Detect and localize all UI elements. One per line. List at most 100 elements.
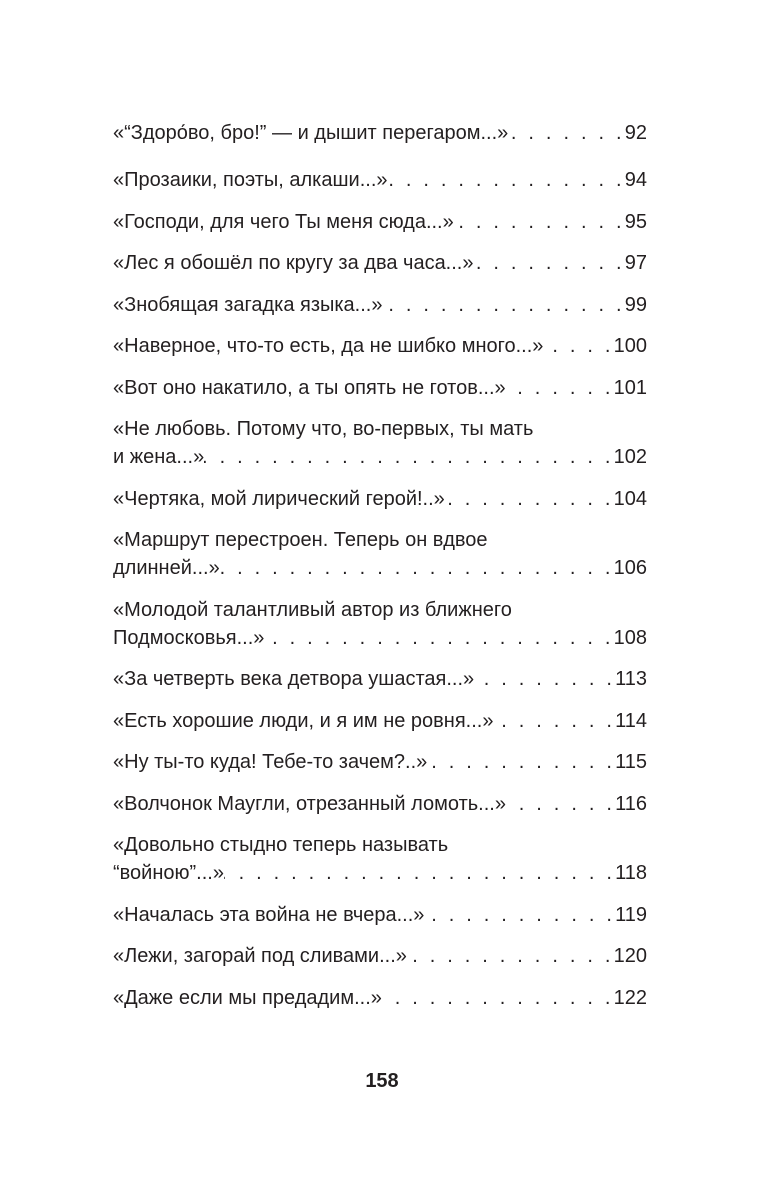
toc-entry: «Довольно стыдно теперь называть “войною”…: [113, 831, 647, 887]
dot-leader: . . . . . . . . . . . . . . . . . . . . …: [219, 557, 614, 579]
toc-entry-title: «Господи, для чего Ты меня сюда...»: [113, 210, 454, 233]
toc-entry-title: «Чертяка, мой лирический герой!..»: [113, 487, 445, 510]
toc-page-number: 116: [615, 792, 647, 815]
toc-page-number: 106: [613, 557, 647, 579]
dot-leader: . . . . . . . . . . . . . . . . . . . . …: [388, 169, 625, 191]
toc-page-number: 99: [624, 293, 647, 316]
dot-leader: . . . . . . . . . . . . . . . . . . . . …: [382, 986, 614, 1009]
toc-entry-line: «Чертяка, мой лирический герой!..». . . …: [113, 485, 647, 513]
toc-entry: «Лежи, загорай под сливами...». . . . . …: [113, 942, 647, 970]
toc-entry: «“Здоро́во, бро!” — и дышит перегаром...…: [113, 119, 647, 147]
toc-entry-title: «Молодой талантливый автор из ближнего: [113, 598, 512, 621]
toc-entry-title: «Маршрут перестроен. Теперь он вдвое: [113, 529, 488, 551]
toc-page-number: 113: [615, 668, 647, 690]
toc-entry: «Прозаики, поэты, алкаши...». . . . . . …: [113, 166, 647, 194]
toc-entry: «Лес я обошёл по кругу за два часа...». …: [113, 249, 647, 277]
toc-entry-title: «Не любовь. Потому что, во-первых, ты ма…: [113, 418, 534, 440]
toc-entry: «Даже если мы предадим...». . . . . . . …: [113, 984, 647, 1012]
toc-entry-title: «Наверное, что-то есть, да не шибко мног…: [113, 335, 544, 357]
dot-leader: . . . . . . . . . . . . . . . . . . . . …: [543, 335, 614, 357]
toc-page-number: 108: [613, 626, 647, 649]
dot-leader: . . . . . . . . . . . . . . . . . . . . …: [508, 122, 625, 144]
dot-leader: . . . . . . . . . . . . . . . . . . . . …: [454, 210, 625, 233]
toc-page-number: 97: [624, 252, 647, 274]
toc-entry-title: «Знобящая загадка языка...»: [113, 293, 383, 316]
toc-entry: «Не любовь. Потому что, во-первых, ты ма…: [113, 415, 647, 471]
toc-entry: «Господи, для чего Ты меня сюда...». . .…: [113, 208, 647, 236]
toc-entry-line: Подмосковья...». . . . . . . . . . . . .…: [113, 624, 647, 652]
dot-leader: . . . . . . . . . . . . . . . . . . . . …: [424, 903, 616, 926]
toc-entry-line: «Началась эта война не вчера...». . . . …: [113, 901, 647, 929]
dot-leader: . . . . . . . . . . . . . . . . . . . . …: [382, 293, 625, 316]
toc-entry-title: «Лес я обошёл по кругу за два часа...»: [113, 252, 474, 274]
toc-entry-line: «Лежи, загорай под сливами...». . . . . …: [113, 942, 647, 970]
toc-page-number: 95: [624, 210, 647, 233]
toc-entry: «Волчонок Маугли, отрезанный ломоть...».…: [113, 790, 647, 818]
toc-entry-title: и жена...»: [113, 446, 205, 468]
dot-leader: . . . . . . . . . . . . . . . . . . . . …: [506, 792, 616, 815]
toc-entry-title: «“Здоро́во, бро!” — и дышит перегаром...…: [113, 122, 509, 144]
toc-page-number: 119: [615, 903, 647, 926]
toc-entry-line: и жена...». . . . . . . . . . . . . . . …: [113, 443, 647, 471]
toc-page-number: 120: [613, 945, 647, 967]
toc-entry-title: «За четверть века детвора ушастая...»: [113, 668, 475, 690]
toc-entry-line: «Лес я обошёл по кругу за два часа...». …: [113, 249, 647, 277]
toc-entry-line: «Не любовь. Потому что, во-первых, ты ма…: [113, 415, 647, 443]
toc-entry: «Чертяка, мой лирический герой!..». . . …: [113, 485, 647, 513]
toc-page-number: 118: [615, 862, 647, 884]
toc-page-number: 94: [624, 169, 647, 191]
toc-entry: «Наверное, что-то есть, да не шибко мног…: [113, 332, 647, 360]
toc-entry-title: Подмосковья...»: [113, 626, 265, 649]
toc-entry-title: «Даже если мы предадим...»: [113, 986, 382, 1009]
toc-entry-title: «Довольно стыдно теперь называть: [113, 834, 449, 856]
toc-entry: «Молодой талантливый автор из ближнего По…: [113, 596, 647, 652]
toc-entry-line: «Есть хорошие люди, и я им не ровня...».…: [113, 707, 647, 735]
toc-page-number: 100: [613, 335, 647, 357]
toc-entry-title: “войною”...»: [113, 862, 224, 884]
toc-entry-line: длинней...». . . . . . . . . . . . . . .…: [113, 554, 647, 582]
toc-entry: «Есть хорошие люди, и я им не ровня...».…: [113, 707, 647, 735]
toc-entry-line: “войною”...». . . . . . . . . . . . . . …: [113, 859, 647, 887]
dot-leader: . . . . . . . . . . . . . . . . . . . . …: [264, 626, 614, 649]
toc-entry-line: «Ну ты-то куда! Тебе-то зачем?..». . . .…: [113, 748, 647, 776]
toc-entry-line: «Наверное, что-то есть, да не шибко мног…: [113, 332, 647, 360]
toc-page-number: 104: [613, 487, 647, 510]
toc-entry-title: длинней...»: [113, 557, 220, 579]
toc-entry-title: «Вот оно накатило, а ты опять не готов..…: [113, 376, 506, 399]
toc-page-number: 102: [613, 446, 647, 468]
dot-leader: . . . . . . . . . . . . . . . . . . . . …: [224, 862, 616, 884]
toc-entry: «Началась эта война не вчера...». . . . …: [113, 901, 647, 929]
toc-entry-line: «Прозаики, поэты, алкаши...». . . . . . …: [113, 166, 647, 194]
toc-entry: «Ну ты-то куда! Тебе-то зачем?..». . . .…: [113, 748, 647, 776]
toc-entry-line: «“Здоро́во, бро!” — и дышит перегаром...…: [113, 119, 647, 147]
dot-leader: . . . . . . . . . . . . . . . . . . . . …: [204, 446, 614, 468]
dot-leader: . . . . . . . . . . . . . . . . . . . . …: [445, 487, 614, 510]
toc-page-number: 115: [615, 751, 647, 773]
toc-entry-line: «Довольно стыдно теперь называть: [113, 831, 647, 859]
toc-entry-title: «Есть хорошие люди, и я им не ровня...»: [113, 709, 494, 732]
toc-entry-line: «Даже если мы предадим...». . . . . . . …: [113, 984, 647, 1012]
toc-entry: «Вот оно накатило, а ты опять не готов..…: [113, 374, 647, 402]
dot-leader: . . . . . . . . . . . . . . . . . . . . …: [474, 668, 616, 690]
table-of-contents: «“Здоро́во, бро!” — и дышит перегаром...…: [113, 119, 647, 1025]
toc-entry: «Знобящая загадка языка...». . . . . . .…: [113, 291, 647, 319]
toc-entry-line: «Знобящая загадка языка...». . . . . . .…: [113, 291, 647, 319]
dot-leader: . . . . . . . . . . . . . . . . . . . . …: [427, 751, 616, 773]
toc-entry-title: «Лежи, загорай под сливами...»: [113, 945, 407, 967]
toc-entry-title: «Ну ты-то куда! Тебе-то зачем?..»: [113, 751, 428, 773]
toc-entry: «За четверть века детвора ушастая...». .…: [113, 665, 647, 693]
dot-leader: . . . . . . . . . . . . . . . . . . . . …: [473, 252, 625, 274]
page-number: 158: [365, 1070, 399, 1092]
dot-leader: . . . . . . . . . . . . . . . . . . . . …: [493, 709, 616, 732]
toc-entry-line: «За четверть века детвора ушастая...». .…: [113, 665, 647, 693]
toc-entry-line: «Господи, для чего Ты меня сюда...». . .…: [113, 208, 647, 236]
toc-page-number: 101: [613, 376, 647, 399]
toc-page-number: 92: [624, 122, 647, 144]
toc-entry-line: «Маршрут перестроен. Теперь он вдвое: [113, 526, 647, 554]
dot-leader: . . . . . . . . . . . . . . . . . . . . …: [407, 945, 614, 967]
dot-leader: . . . . . . . . . . . . . . . . . . . . …: [506, 376, 614, 399]
toc-entry: «Маршрут перестроен. Теперь он вдвое длин…: [113, 526, 647, 582]
toc-entry-title: «Прозаики, поэты, алкаши...»: [113, 169, 388, 191]
toc-entry-line: «Вот оно накатило, а ты опять не готов..…: [113, 374, 647, 402]
toc-entry-line: «Молодой талантливый автор из ближнего: [113, 596, 647, 624]
